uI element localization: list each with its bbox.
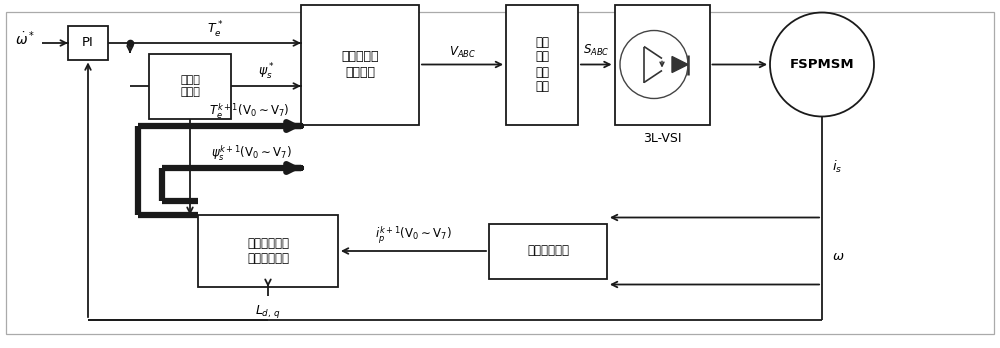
Text: 成本函数最
小化模块: 成本函数最 小化模块 (341, 50, 379, 79)
Text: $i_s$: $i_s$ (832, 159, 842, 175)
Bar (149, 54, 231, 119)
Text: 空间
矢量
调制
模块: 空间 矢量 调制 模块 (535, 35, 549, 94)
Text: $i_p^{k+1}(\mathrm{V}_0 \sim \mathrm{V}_7)$: $i_p^{k+1}(\mathrm{V}_0 \sim \mathrm{V}_… (375, 224, 452, 246)
Bar (614, 5, 710, 125)
Polygon shape (672, 56, 688, 72)
Text: 开关磁链永磁
同步电机模型: 开关磁链永磁 同步电机模型 (247, 237, 289, 265)
Text: FSPMSM: FSPMSM (790, 58, 854, 71)
Text: $L_{d,\,q}$: $L_{d,\,q}$ (255, 302, 281, 319)
Bar (506, 5, 578, 125)
Text: $S_{ABC}$: $S_{ABC}$ (583, 43, 609, 58)
Bar (489, 223, 607, 278)
Text: $\psi_s^*$: $\psi_s^*$ (258, 62, 274, 82)
Text: $\psi_s^{k+1}(\mathrm{V}_0 \sim \mathrm{V}_7)$: $\psi_s^{k+1}(\mathrm{V}_0 \sim \mathrm{… (211, 143, 292, 163)
Text: 参考磁
链计算: 参考磁 链计算 (180, 75, 200, 97)
Bar (301, 5, 419, 125)
Text: $\omega$: $\omega$ (832, 250, 845, 262)
Bar (68, 26, 108, 60)
Text: $\dot{\omega}^*$: $\dot{\omega}^*$ (15, 30, 35, 48)
Text: $T_e^*$: $T_e^*$ (207, 20, 224, 40)
Text: 电流预测模块: 电流预测模块 (527, 245, 569, 258)
Text: $T_e^{k+1}(\mathrm{V}_0 \sim \mathrm{V}_7)$: $T_e^{k+1}(\mathrm{V}_0 \sim \mathrm{V}_… (209, 101, 290, 121)
Text: 3L-VSI: 3L-VSI (643, 132, 681, 145)
Text: $V_{ABC}$: $V_{ABC}$ (449, 45, 476, 60)
Bar (198, 215, 338, 287)
Text: PI: PI (82, 37, 94, 49)
